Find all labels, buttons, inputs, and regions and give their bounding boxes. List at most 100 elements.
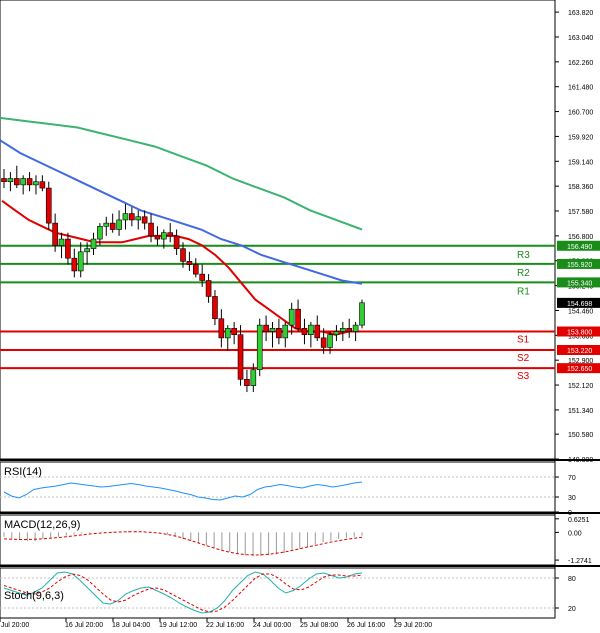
candle-bullish xyxy=(340,328,346,332)
level-price-label: 153.800 xyxy=(567,330,592,337)
candle-bullish xyxy=(7,178,14,182)
level-price-box xyxy=(557,258,600,269)
candle-bullish xyxy=(333,331,340,335)
candle-bullish xyxy=(256,324,263,371)
price-tick-label: 160.700 xyxy=(568,110,593,117)
candle-bearish xyxy=(244,379,250,386)
candle-bearish xyxy=(167,232,174,237)
level-price-label: 155.340 xyxy=(567,280,592,287)
price-tick-label: 154.460 xyxy=(568,308,593,315)
candle-bearish xyxy=(295,308,301,329)
candle-bearish xyxy=(180,248,186,262)
rsi-title: RSI(14) xyxy=(4,466,42,478)
rsi-line xyxy=(3,481,363,501)
price-tick-label: 151.340 xyxy=(568,408,593,415)
candle-bearish xyxy=(129,213,135,221)
candle-bearish xyxy=(237,334,244,380)
level-price-label: 153.220 xyxy=(567,348,592,355)
candle-bullish xyxy=(116,219,122,230)
stoch-pane: 80 20 Stoch(9,6,3) xyxy=(0,571,576,614)
price-tick-label: 159.920 xyxy=(568,134,593,141)
candle-bullish xyxy=(161,232,167,240)
stoch-d-line xyxy=(3,573,363,613)
ma-blue-line xyxy=(0,139,363,285)
macd-frame xyxy=(0,514,556,566)
level-price-box xyxy=(557,326,600,337)
time-tick-label: 25 Jul 08:00 xyxy=(300,622,338,629)
candle-bearish xyxy=(13,178,20,186)
price-tick-label: 159.140 xyxy=(568,159,593,166)
price-tick-label: 149.800 xyxy=(568,457,593,464)
candle-bearish xyxy=(52,222,58,246)
candle-bullish xyxy=(135,216,142,221)
candle-bearish xyxy=(65,238,71,259)
rsi-frame xyxy=(0,461,556,513)
candle-bearish xyxy=(141,216,148,224)
time-tick-label: 22 Jul 16:00 xyxy=(206,622,244,629)
level-name-r1: R1 xyxy=(517,286,530,297)
stoch-frame xyxy=(0,567,556,619)
candle-bearish xyxy=(346,328,353,332)
price-tick-label: 157.580 xyxy=(568,209,593,216)
candle-bullish xyxy=(103,222,110,227)
macd-title: MACD(12,26,9) xyxy=(4,519,80,531)
macd-tick-label: -1.2741 xyxy=(568,558,592,565)
candle-bullish xyxy=(288,308,295,326)
macd-tick-label: 0.6251 xyxy=(568,517,590,524)
level-price-box xyxy=(557,240,600,251)
time-tick-label: 16 Jul 20:00 xyxy=(65,622,103,629)
candle-bearish xyxy=(205,280,212,297)
price-tick-label: 152.900 xyxy=(568,358,593,365)
candle-bearish xyxy=(173,235,180,249)
macd-signal-line xyxy=(3,531,363,556)
candle-bearish xyxy=(301,328,308,335)
time-tick-label: 1 Jul 20:00 xyxy=(0,622,29,629)
rsi-tick-label: 30 xyxy=(568,495,576,502)
candle-bullish xyxy=(97,226,103,240)
candle-bullish xyxy=(58,238,65,246)
time-tick-label: 18 Jul 04:00 xyxy=(112,622,150,629)
candle-bearish xyxy=(276,328,282,339)
time-tick-label: 26 Jul 16:00 xyxy=(347,622,385,629)
candle-bullish xyxy=(269,328,276,332)
candle-bullish xyxy=(122,213,129,221)
chart-background xyxy=(0,0,600,619)
current-price-label: 154.698 xyxy=(567,301,592,308)
level-price-label: 156.490 xyxy=(567,244,592,251)
candle-bearish xyxy=(71,257,78,272)
candle-bearish xyxy=(45,187,52,224)
rsi-pane: 70 30 0 RSI(14) xyxy=(0,466,576,517)
candle-bullish xyxy=(327,334,333,348)
price-tick-label: 153.680 xyxy=(568,333,593,340)
rsi-tick-label: 0 xyxy=(568,510,572,517)
candle-bullish xyxy=(250,369,257,386)
level-name-r2: R2 xyxy=(517,268,530,279)
level-price-box xyxy=(557,277,600,288)
level-name-s3: S3 xyxy=(517,371,530,382)
level-name-r3: R3 xyxy=(517,250,530,261)
candle-bearish xyxy=(314,324,321,339)
candle-bearish xyxy=(231,328,237,335)
candle-bearish xyxy=(154,235,161,240)
time-tick-label: 19 Jul 12:00 xyxy=(159,622,197,629)
level-name-s2: S2 xyxy=(517,353,530,364)
rsi-tick-label: 70 xyxy=(568,475,576,482)
price-tick-label: 161.480 xyxy=(568,85,593,92)
price-tick-label: 163.820 xyxy=(568,10,593,17)
level-price-label: 152.650 xyxy=(567,366,592,373)
candle-bearish xyxy=(109,222,116,230)
price-tick-label: 150.580 xyxy=(568,432,593,439)
price-tick-label: 156.800 xyxy=(568,234,593,241)
main-frame xyxy=(0,0,556,460)
current-price-box xyxy=(557,297,600,308)
candle-bullish xyxy=(359,302,365,326)
stoch-k-line xyxy=(3,571,363,614)
candle-bullish xyxy=(77,251,84,272)
ma-green-line xyxy=(0,116,363,231)
candle-bullish xyxy=(33,181,39,186)
level-price-label: 155.920 xyxy=(567,262,592,269)
level-price-box xyxy=(557,344,600,355)
price-pane: 163.820 163.040 162.260 161.480 160.700 159.9… xyxy=(0,10,600,464)
candle-bearish xyxy=(199,273,205,281)
candle-bearish xyxy=(148,222,154,237)
